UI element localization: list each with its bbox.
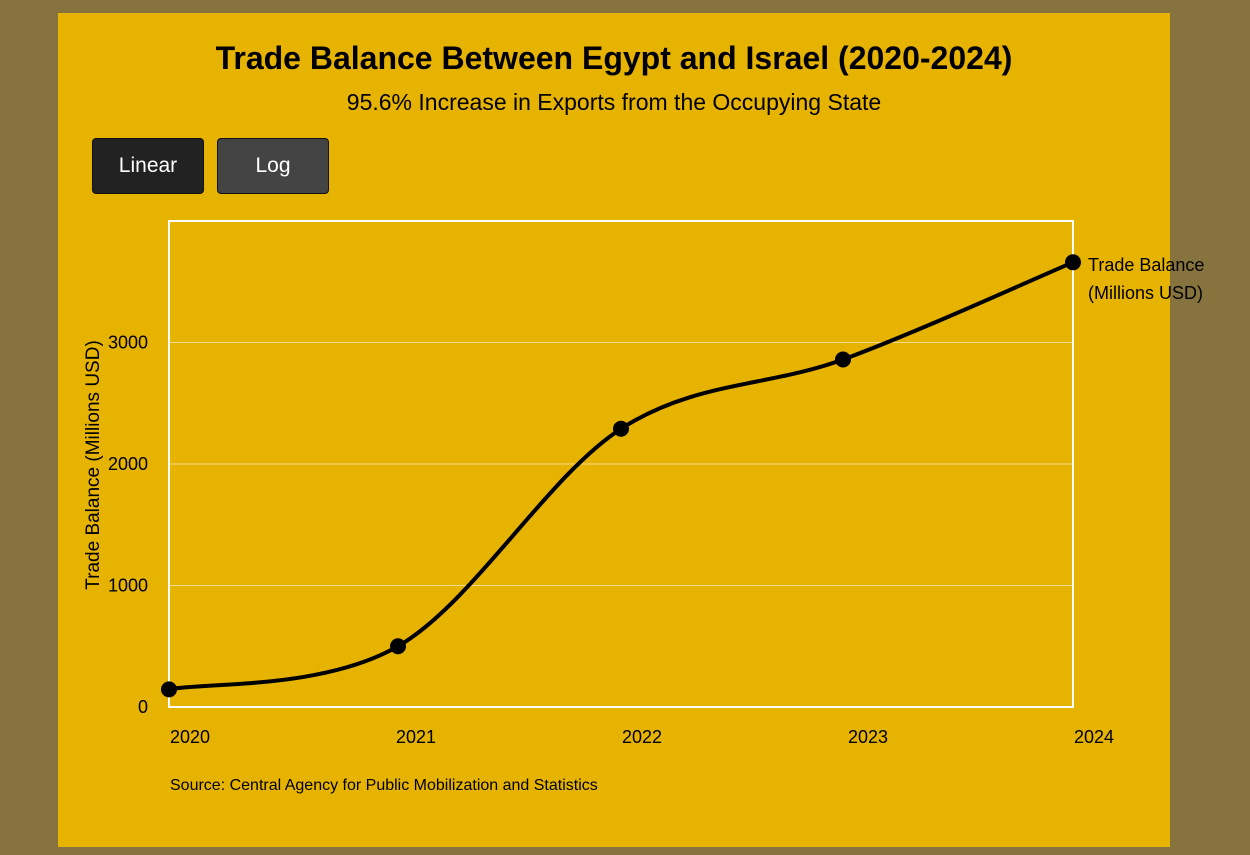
series-line [167,260,1075,692]
y-tick-label: 2000 [108,454,148,474]
chart-title: Trade Balance Between Egypt and Israel (… [215,40,1013,76]
plot-frame [168,220,1074,708]
y-tick-label: 3000 [108,333,148,353]
data-point [835,351,851,368]
legend-line-2: (Millions USD) [1088,283,1204,303]
data-points [161,254,1081,698]
source-note: Source: Central Agency for Public Mobili… [170,777,598,794]
y-axis-ticks: 0 1000 2000 3000 [108,333,148,718]
x-tick-label: 2021 [396,727,436,747]
data-point [613,420,629,437]
y-tick-label: 1000 [108,576,148,596]
log-scale-button[interactable]: Log [217,138,329,194]
x-axis-ticks: 2020 2021 2022 2023 2024 [170,727,1114,747]
x-tick-label: 2023 [848,727,888,747]
y-axis-label: Trade Balance (Millions USD) [83,340,104,590]
data-point [1065,254,1081,271]
x-tick-label: 2020 [170,727,210,747]
chart-subtitle: 95.6% Increase in Exports from the Occup… [346,89,882,115]
series-legend: Trade Balance (Millions USD) [1088,251,1238,307]
gridlines [169,342,1073,586]
linear-scale-button[interactable]: Linear [92,138,204,194]
data-point [390,638,406,655]
x-tick-label: 2022 [622,727,662,747]
x-tick-label: 2024 [1074,727,1114,747]
y-tick-label: 0 [138,697,148,717]
legend-line-1: Trade Balance [1088,255,1205,275]
data-point [161,681,177,698]
